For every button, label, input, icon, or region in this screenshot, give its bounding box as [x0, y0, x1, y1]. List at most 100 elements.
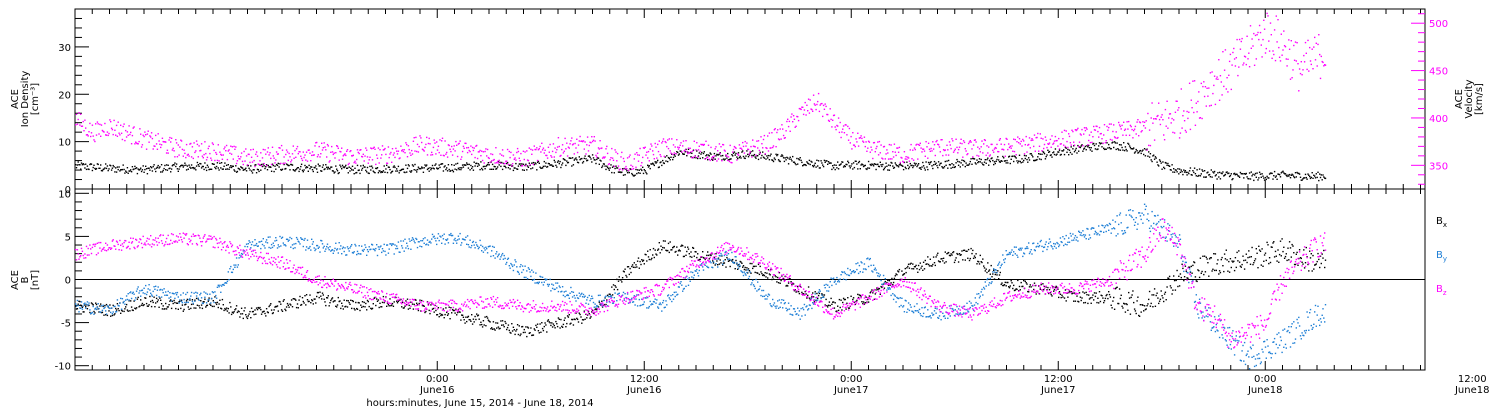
- data-point: [559, 161, 560, 162]
- data-point: [615, 166, 616, 167]
- data-point: [1076, 129, 1077, 130]
- data-point: [1093, 299, 1094, 300]
- data-point: [806, 105, 807, 106]
- data-point: [1269, 257, 1270, 258]
- data-point: [458, 168, 459, 169]
- data-point: [461, 167, 462, 168]
- data-point: [1143, 154, 1144, 155]
- data-point: [564, 320, 565, 321]
- data-point: [679, 153, 680, 154]
- data-point: [466, 321, 467, 322]
- data-point: [536, 147, 537, 148]
- data-point: [1257, 32, 1258, 33]
- data-point: [98, 308, 99, 309]
- data-point: [992, 160, 993, 161]
- data-point: [156, 295, 157, 296]
- data-point: [223, 168, 224, 169]
- data-point: [151, 306, 152, 307]
- data-point: [723, 144, 724, 145]
- data-point: [106, 135, 107, 136]
- data-point: [478, 315, 479, 316]
- data-point: [1106, 142, 1107, 143]
- data-point: [96, 304, 97, 305]
- data-point: [191, 156, 192, 157]
- data-point: [936, 254, 937, 255]
- data-point: [1177, 286, 1178, 287]
- data-point: [233, 311, 234, 312]
- data-point: [1153, 155, 1154, 156]
- data-point: [86, 169, 87, 170]
- data-point: [717, 150, 718, 151]
- data-point: [1205, 86, 1206, 87]
- data-point: [169, 137, 170, 138]
- data-point: [569, 314, 570, 315]
- data-point: [412, 153, 413, 154]
- data-point: [142, 169, 143, 170]
- data-point: [959, 147, 960, 148]
- data-point: [805, 165, 806, 166]
- data-point: [369, 306, 370, 307]
- data-point: [926, 146, 927, 147]
- data-point: [1310, 257, 1311, 258]
- data-point: [1319, 54, 1320, 55]
- data-point: [123, 123, 124, 124]
- data-point: [158, 133, 159, 134]
- data-point: [891, 158, 892, 159]
- data-point: [1051, 295, 1052, 296]
- data-point: [1145, 127, 1146, 128]
- data-point: [268, 306, 269, 307]
- data-point: [864, 137, 865, 138]
- data-point: [720, 259, 721, 260]
- data-point: [168, 306, 169, 307]
- data-point: [1161, 117, 1162, 118]
- data-point: [1001, 282, 1002, 283]
- data-point: [780, 156, 781, 157]
- data-point: [1121, 128, 1122, 129]
- data-point: [130, 132, 131, 133]
- data-point: [726, 257, 727, 258]
- data-point: [776, 132, 777, 133]
- data-point: [190, 308, 191, 309]
- data-point: [233, 312, 234, 313]
- data-point: [551, 322, 552, 323]
- data-point: [996, 274, 997, 275]
- data-point: [215, 302, 216, 303]
- data-point: [860, 295, 861, 296]
- data-point: [103, 305, 104, 306]
- data-point: [378, 172, 379, 173]
- data-point: [594, 140, 595, 141]
- data-point: [1183, 169, 1184, 170]
- data-point: [1279, 174, 1280, 175]
- data-point: [729, 161, 730, 162]
- data-point: [117, 303, 118, 304]
- data-point: [93, 135, 94, 136]
- data-point: [247, 164, 248, 165]
- data-point: [611, 148, 612, 149]
- data-point: [171, 308, 172, 309]
- data-point: [264, 149, 265, 150]
- data-point: [1211, 257, 1212, 258]
- data-point: [84, 120, 85, 121]
- data-point: [519, 335, 520, 336]
- data-point: [1308, 270, 1309, 271]
- data-point: [885, 153, 886, 154]
- data-point: [160, 147, 161, 148]
- data-point: [514, 329, 515, 330]
- data-point: [169, 301, 170, 302]
- data-point: [1168, 278, 1169, 279]
- data-point: [1191, 100, 1192, 101]
- data-point: [409, 305, 410, 306]
- data-point: [525, 326, 526, 327]
- data-point: [690, 251, 691, 252]
- data-point: [1205, 271, 1206, 272]
- data-point: [329, 305, 330, 306]
- data-point: [417, 144, 418, 145]
- data-point: [1074, 151, 1075, 152]
- data-point: [996, 144, 997, 145]
- data-point: [586, 144, 587, 145]
- data-point: [831, 304, 832, 305]
- data-point: [846, 164, 847, 165]
- data-point: [249, 311, 250, 312]
- data-point: [1320, 78, 1321, 79]
- data-point: [287, 303, 288, 304]
